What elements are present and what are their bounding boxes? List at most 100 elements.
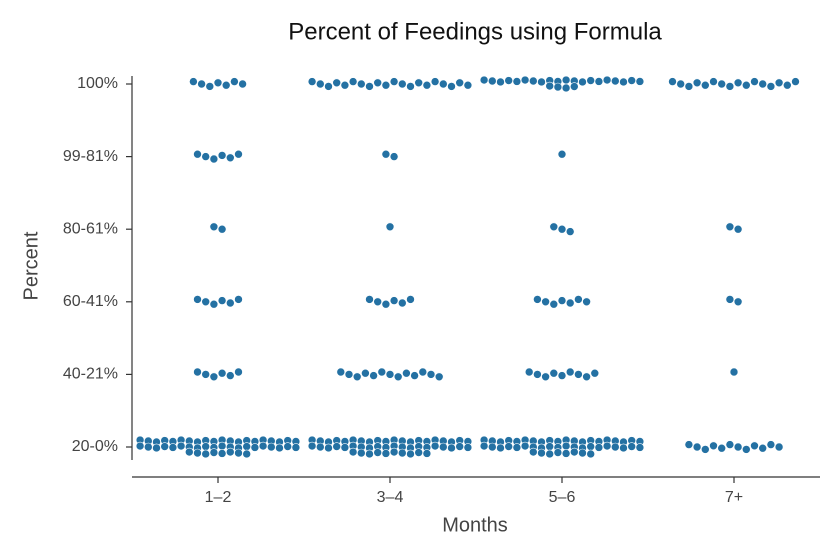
dot — [397, 298, 407, 308]
dot — [389, 77, 399, 86]
dot — [226, 153, 235, 163]
dot — [430, 441, 440, 451]
y-axis-label: Percent — [20, 231, 42, 300]
dot — [389, 152, 399, 161]
dot — [201, 442, 210, 451]
dot — [758, 443, 768, 453]
dot — [369, 371, 378, 380]
dot — [627, 76, 637, 85]
dot — [344, 370, 354, 379]
dot — [389, 447, 399, 457]
dot — [352, 372, 362, 382]
dot — [361, 368, 370, 378]
dot — [504, 442, 514, 451]
x-tick-label: 1–2 — [205, 489, 232, 506]
dot — [201, 449, 210, 459]
dot — [512, 443, 522, 452]
dot — [741, 445, 751, 454]
dot — [356, 79, 366, 89]
dot — [758, 79, 768, 89]
dot — [324, 443, 333, 453]
dot — [213, 78, 223, 88]
dot — [602, 75, 612, 85]
dot — [414, 78, 424, 88]
dot — [144, 442, 153, 452]
dot — [537, 77, 546, 87]
dot — [377, 367, 387, 377]
dot — [533, 295, 542, 304]
dot — [557, 296, 567, 305]
dot — [725, 222, 735, 232]
y-tick-label: 60-41% — [63, 293, 118, 310]
dot — [479, 441, 489, 451]
dot — [750, 77, 759, 86]
dot — [733, 78, 743, 88]
dot — [557, 149, 567, 159]
dot — [496, 443, 505, 453]
dot — [729, 367, 739, 377]
dot — [226, 371, 235, 380]
dot — [496, 77, 505, 87]
dot — [582, 372, 591, 382]
dot — [365, 449, 374, 459]
x-tick-label: 3–4 — [377, 489, 404, 506]
dot — [766, 440, 776, 449]
dot — [238, 79, 247, 89]
dot — [447, 443, 456, 453]
dot — [373, 78, 383, 88]
dot — [209, 154, 219, 164]
dot — [193, 149, 202, 159]
dot — [541, 372, 550, 382]
dot — [545, 442, 555, 451]
dot — [549, 368, 559, 378]
dot — [393, 372, 403, 382]
dot — [226, 298, 235, 308]
dot — [627, 442, 637, 451]
dot — [676, 79, 686, 89]
dot — [221, 80, 231, 90]
dot — [463, 443, 473, 452]
dot — [258, 441, 268, 451]
dot — [561, 75, 571, 85]
dot — [668, 77, 677, 86]
dot — [234, 295, 243, 304]
dot — [217, 296, 227, 305]
dot — [438, 79, 448, 89]
dot — [520, 75, 530, 85]
dot — [307, 77, 317, 86]
dot — [537, 448, 546, 458]
dot — [717, 443, 727, 453]
dot — [700, 80, 710, 90]
dot — [242, 442, 251, 451]
dot — [733, 297, 743, 307]
dot — [332, 442, 342, 451]
dot — [201, 152, 210, 161]
dot — [438, 442, 448, 452]
dot — [586, 449, 596, 459]
dot — [230, 77, 239, 86]
dot — [586, 76, 596, 85]
dot — [684, 440, 694, 449]
dot — [381, 299, 391, 309]
dot — [569, 447, 579, 457]
dot — [250, 443, 260, 452]
dot — [574, 295, 583, 304]
dot — [160, 442, 169, 451]
dot — [406, 295, 415, 304]
dot — [201, 370, 210, 379]
dot — [332, 78, 342, 88]
dot — [487, 442, 497, 452]
x-tick-label: 5–6 — [549, 489, 576, 506]
dot — [512, 77, 522, 86]
dot — [168, 443, 178, 452]
dot — [557, 224, 567, 234]
dot — [725, 440, 735, 449]
dot — [209, 448, 219, 457]
dot — [541, 297, 550, 307]
dot — [565, 367, 575, 377]
dot — [766, 82, 776, 91]
y-tick-label: 100% — [77, 75, 118, 92]
dot — [635, 77, 645, 86]
dot — [217, 368, 227, 378]
dot — [434, 372, 444, 382]
